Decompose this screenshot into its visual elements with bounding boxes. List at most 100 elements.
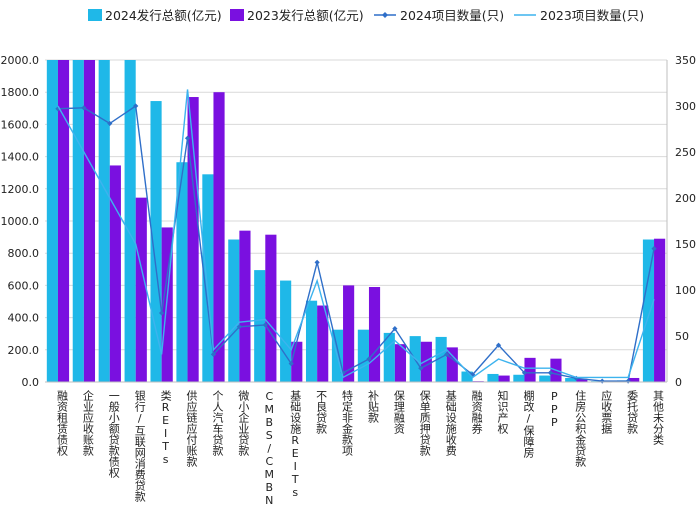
- bar-2023: [161, 227, 173, 382]
- line-series-2: [57, 104, 655, 382]
- bar-2023: [239, 230, 251, 382]
- legend-swatch: [230, 9, 244, 21]
- bar-2024: [176, 162, 188, 382]
- line-point: [81, 105, 87, 111]
- y-tick-label: 1600.0: [1, 118, 40, 131]
- bar-2023: [343, 285, 355, 382]
- y-tick-label: 2000.0: [1, 54, 40, 67]
- bar-2024: [357, 329, 369, 382]
- x-tick-label: 融资融券: [470, 390, 483, 434]
- y-tick-label: 400.0: [8, 312, 40, 325]
- bar-2024: [280, 280, 292, 382]
- series-lines: [55, 89, 657, 384]
- x-axis-ticks: 融资租赁债权 企业应收账款 一般小额贷款债权 银行/互联网消费贷款 类REITs 供应链应…: [55, 389, 664, 507]
- y2-tick-label: 0: [675, 376, 682, 389]
- legend-label: 2023发行总额(亿元): [247, 8, 364, 23]
- bar-2024: [124, 60, 136, 382]
- bar-2024: [46, 60, 58, 382]
- bar-2023: [57, 60, 70, 382]
- bar-2023: [291, 341, 303, 382]
- x-tick-label: CMBS/CMBN: [263, 390, 276, 507]
- x-tick-label: 特定非金款项: [341, 389, 354, 456]
- x-tick-label: 其他未分类: [652, 390, 665, 446]
- y2-tick-label: 250: [675, 146, 696, 159]
- x-tick-label: 企业应收账款: [81, 389, 94, 457]
- x-tick-label: 棚改/保障房: [522, 389, 535, 459]
- y2-tick-label: 200: [675, 192, 696, 205]
- x-tick-label: 银行/互联网消费贷款: [133, 389, 146, 503]
- bar-2024: [539, 375, 551, 382]
- line-series-3: [57, 89, 655, 379]
- x-tick-label: 保理融资: [392, 389, 405, 435]
- bars: [46, 60, 666, 383]
- x-tick-label: 供应链应付账款: [185, 389, 198, 468]
- bar-2023: [83, 60, 96, 382]
- x-tick-label: 委托贷款: [626, 390, 639, 435]
- x-tick-label: 住房公积金贷款: [574, 389, 587, 468]
- line-point: [625, 378, 631, 384]
- line-point: [262, 322, 268, 328]
- bar-2023: [187, 97, 199, 382]
- y2-tick-label: 300: [675, 100, 696, 113]
- legend-label: 2024项目数量(只): [400, 8, 504, 23]
- bar-2023: [498, 375, 510, 382]
- bar-2023: [446, 347, 458, 382]
- y2-tick-label: 100: [675, 284, 696, 297]
- x-tick-label: 一般小额贷款债权: [107, 390, 120, 479]
- legend-marker: [382, 12, 388, 18]
- x-tick-label: 类REITs: [159, 389, 172, 466]
- bar-2024: [435, 336, 447, 382]
- y2-axis-ticks: 0 50 100 150 200 250 300 350: [675, 54, 696, 389]
- bar-2024: [202, 174, 214, 382]
- line-point: [107, 120, 113, 127]
- bar-2024: [461, 371, 473, 382]
- line-point: [133, 103, 139, 109]
- bar-2023: [524, 357, 536, 382]
- bar-2024: [305, 300, 318, 382]
- bar-2024: [150, 101, 162, 383]
- bar-2024: [383, 332, 395, 382]
- bar-2023: [394, 344, 407, 382]
- bar-2023: [317, 305, 329, 382]
- x-tick-label: 融资租赁债权: [55, 390, 68, 457]
- line-point: [392, 326, 398, 332]
- bar-2023: [420, 341, 432, 382]
- y-tick-label: 600.0: [8, 279, 40, 292]
- x-tick-label: PPP: [548, 390, 561, 429]
- x-tick-label: 不良贷款: [315, 390, 328, 435]
- legend-label: 2023项目数量(只): [540, 8, 644, 23]
- bar-2023: [576, 378, 588, 382]
- x-tick-label: 知识产权: [496, 389, 509, 435]
- bar-2023: [265, 234, 277, 382]
- bar-2023: [368, 287, 381, 382]
- y-tick-label: 1000.0: [1, 215, 40, 228]
- line-point: [651, 246, 657, 252]
- x-tick-label: 个人汽车贷款: [211, 390, 224, 457]
- y-axis-ticks: 0.0 200.0 400.0 600.0 800.0 1000.0 1200.0 1400.…: [1, 54, 40, 389]
- x-tick-label: 保单质押贷款: [418, 389, 431, 457]
- bar-2024: [228, 239, 240, 382]
- line-point: [521, 370, 528, 376]
- line-point: [366, 356, 372, 362]
- line-point: [159, 310, 165, 316]
- x-tick-label: 微小企业贷款: [237, 389, 250, 457]
- legend-label: 2024发行总额(亿元): [105, 8, 222, 23]
- x-tick-label: 应收票据: [600, 389, 613, 435]
- y-tick-label: 0.0: [22, 376, 40, 389]
- bar-2023: [213, 92, 225, 382]
- bar-2024: [487, 373, 499, 382]
- bar-2024: [98, 60, 110, 382]
- y-tick-label: 1800.0: [1, 86, 40, 99]
- legend: 2024发行总额(亿元) 2023发行总额(亿元) 2024项目数量(只) 2023项…: [88, 8, 644, 23]
- y-tick-label: 200.0: [8, 344, 40, 357]
- bar-2023: [628, 377, 640, 382]
- bar-2024: [642, 239, 655, 382]
- y-tick-label: 800.0: [8, 247, 40, 260]
- line-point: [547, 370, 553, 376]
- bar-2023: [135, 197, 147, 382]
- line-point: [288, 361, 294, 367]
- bar-2023: [109, 165, 121, 382]
- line-point: [418, 365, 424, 371]
